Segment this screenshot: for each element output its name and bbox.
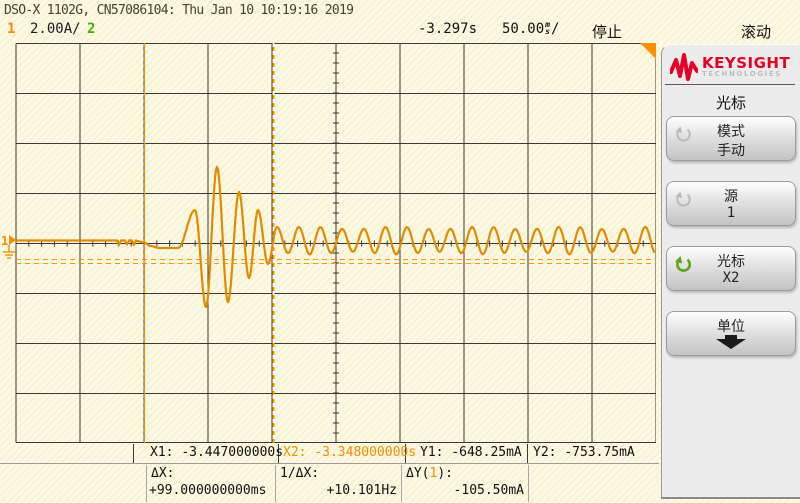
run-state: 停止 [592,23,623,41]
cursor-x1-readout: X1: -3.447000000s [150,445,284,460]
divider [528,465,529,502]
trigger-position-icon [640,43,656,59]
channel2-badge[interactable]: 2 [87,21,96,37]
acquisition-mode: 滚动 [741,23,772,41]
waveform-plot[interactable]: 1 [0,43,656,443]
delta-y-label: ΔY(1): [406,466,453,481]
channel1-waveform [14,165,656,309]
timebase-value: 50.00 [502,21,545,37]
divider [146,465,147,502]
channel1-scale[interactable]: 2.00A/ [30,21,81,37]
softkey-panel: KEYSIGHT TECHNOLOGIES 光标 模式 手动 源 1 [661,44,800,499]
timebase-readout: 50.00 m s / [502,20,560,38]
cursor-x2-readout: X2: -3.348000000s [283,445,417,460]
softkey-units-button[interactable]: 单位 [666,311,796,356]
channel1-marker-arrow-icon [9,235,16,245]
divider [0,463,659,464]
delta-x-value: +99.000000000ms [149,483,267,498]
inverse-delta-x-label: 1/ΔX: [280,466,320,481]
divider [527,444,528,463]
divider [405,444,406,463]
rotate-ccw-icon-active [675,256,692,272]
device-title: DSO-X 1102G, CN57086104: Thu Jan 10 10:1… [4,3,354,18]
delta-x-label: ΔX: [151,466,175,481]
divider [275,465,276,502]
softkey-mode-button[interactable]: 模式 手动 [666,116,796,161]
channel1-badge[interactable]: 1 [7,21,16,37]
cursor-y1-readout: Y1: -648.25mA [420,445,522,460]
rotate-ccw-icon [675,191,691,207]
divider [133,444,134,463]
brand-subtitle: TECHNOLOGIES [702,69,782,78]
inverse-delta-x-value: +10.101Hz [326,483,397,498]
channel1-marker: 1 [1,234,8,248]
keysight-logo: KEYSIGHT TECHNOLOGIES [670,51,796,83]
softkey-cursor-button[interactable]: 光标 X2 [666,246,796,291]
delta-y-value: -105.50mA [453,483,524,498]
menu-title: 光标 [715,94,746,112]
horizontal-delay: -3.297s [418,21,478,37]
arrow-down-icon [716,335,746,349]
divider [401,465,402,502]
rotate-ccw-icon [675,126,691,142]
softkey-source-button[interactable]: 源 1 [666,181,796,226]
cursor-y2-readout: Y2: -753.75mA [533,445,635,460]
divider [665,84,795,85]
divider [278,444,279,463]
timebase-unit: m s [545,20,550,36]
keysight-wave-icon [670,53,698,81]
brand-name: KEYSIGHT [702,53,791,72]
